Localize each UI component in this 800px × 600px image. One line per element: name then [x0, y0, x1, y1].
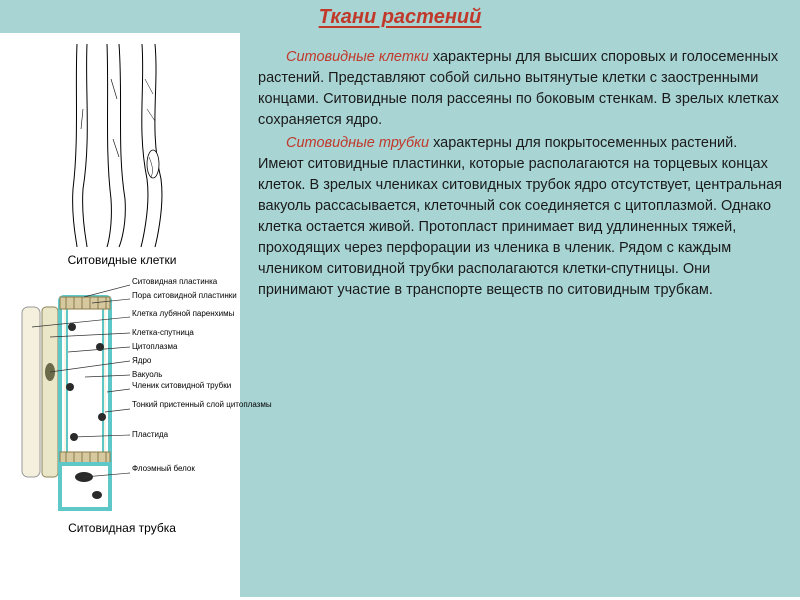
term-sieve-cells: Ситовидные клетки	[286, 49, 429, 65]
fig2-label-3: Клетка-спутница	[132, 329, 194, 338]
para2-body: характерны для покрытосеменных растений.…	[258, 135, 782, 298]
fig2-label-1: Пора ситовидной пластинки	[132, 292, 237, 301]
fig2-label-5: Ядро	[132, 357, 151, 366]
figure2-container: Ситовидная пластинка Пора ситовидной пла…	[8, 277, 236, 535]
fig2-label-4: Цитоплазма	[132, 343, 177, 352]
paragraph-1: Ситовидные клетки характерны для высших …	[258, 47, 786, 131]
figure1-container: Ситовидные клетки	[8, 39, 236, 267]
page-title: Ткани растений	[319, 6, 482, 28]
fig2-label-0: Ситовидная пластинка	[132, 278, 217, 287]
fig2-label-9: Пластида	[132, 431, 168, 440]
figure2-sieve-tube-diagram: Ситовидная пластинка Пора ситовидной пла…	[12, 277, 232, 517]
fig2-label-2: Клетка лубяной паренхимы	[132, 310, 234, 319]
paragraph-2: Ситовидные трубки характерны для покрыто…	[258, 133, 786, 301]
term-sieve-tubes: Ситовидные трубки	[286, 135, 429, 151]
figure1-caption: Ситовидные клетки	[8, 253, 236, 267]
main-layout: Ситовидные клетки	[0, 33, 800, 597]
figure1-sieve-cells-illustration	[37, 39, 207, 249]
fig2-label-10: Флоэмный белок	[132, 465, 195, 474]
left-column: Ситовидные клетки	[0, 33, 240, 597]
right-column-text: Ситовидные клетки характерны для высших …	[240, 33, 800, 597]
fig2-label-6: Вакуоль	[132, 371, 162, 380]
figure2-caption: Ситовидная трубка	[8, 521, 236, 535]
fig2-label-8: Тонкий пристенный слой цитоплазмы	[132, 401, 272, 410]
fig2-label-7: Членик ситовидной трубки	[132, 382, 231, 391]
title-bar: Ткани растений	[0, 0, 800, 33]
